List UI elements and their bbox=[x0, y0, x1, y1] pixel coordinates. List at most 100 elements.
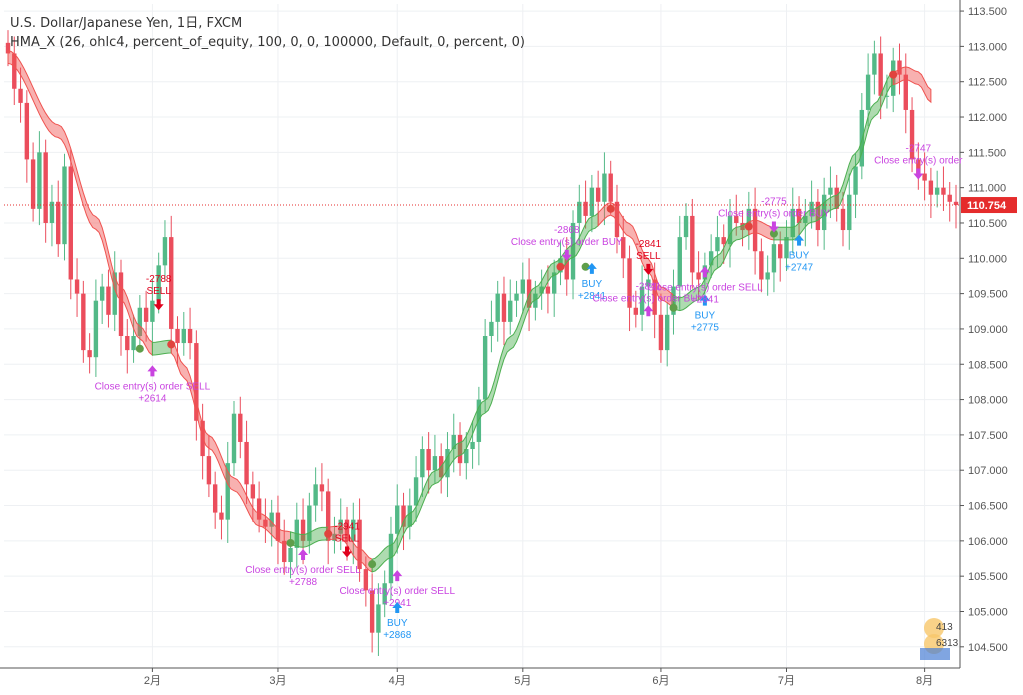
signal-arrow-down bbox=[561, 249, 572, 261]
price-tick-label: 107.000 bbox=[968, 465, 1008, 477]
candle-body bbox=[765, 272, 770, 280]
crossover-dot bbox=[556, 262, 565, 271]
candle-body bbox=[169, 237, 174, 329]
price-tick-label: 112.500 bbox=[968, 77, 1007, 89]
badge-bars bbox=[920, 648, 950, 660]
candle-body bbox=[784, 237, 789, 259]
candle-body bbox=[187, 328, 193, 344]
candle-body bbox=[614, 201, 620, 238]
candle-body bbox=[194, 343, 199, 421]
candle-body bbox=[131, 336, 136, 351]
candle-body bbox=[56, 201, 61, 245]
candle-body bbox=[325, 491, 331, 541]
candle-body bbox=[250, 484, 256, 499]
candle-body bbox=[539, 286, 544, 294]
candle-body bbox=[300, 519, 306, 541]
candle-body bbox=[759, 251, 764, 280]
candle-body bbox=[859, 109, 865, 167]
price-tick-label: 113.500 bbox=[968, 6, 1007, 18]
time-tick-label: 5月 bbox=[514, 675, 531, 687]
candle-body bbox=[156, 265, 161, 301]
time-tick-label: 4月 bbox=[389, 675, 406, 687]
candle-body bbox=[595, 187, 601, 202]
candle-body bbox=[225, 463, 230, 520]
candle-body bbox=[344, 519, 350, 541]
price-tick-label: 108.000 bbox=[968, 395, 1008, 407]
candle-body bbox=[137, 307, 143, 336]
candle-body bbox=[162, 237, 168, 266]
candle-body bbox=[658, 314, 664, 351]
candle-body bbox=[12, 53, 17, 89]
price-tick-label: 107.500 bbox=[968, 430, 1008, 442]
signal-label: -2775 bbox=[761, 197, 787, 208]
candle-body bbox=[884, 95, 890, 97]
candle-body bbox=[5, 42, 11, 54]
candle-body bbox=[853, 166, 858, 195]
candle-body bbox=[840, 208, 846, 231]
signal-label: -2747 bbox=[906, 144, 932, 155]
last-price-label: 110.754 bbox=[967, 200, 1007, 212]
candle-body bbox=[275, 512, 281, 541]
candle-body bbox=[37, 152, 42, 209]
candle-body bbox=[81, 293, 86, 351]
candle-body bbox=[489, 321, 494, 336]
candle-body bbox=[834, 187, 839, 209]
candle-body bbox=[457, 434, 463, 464]
candle-body bbox=[49, 201, 55, 223]
signal-label: +2788 bbox=[289, 577, 318, 588]
candle-body bbox=[282, 540, 287, 563]
signal-arrow-up bbox=[643, 305, 654, 317]
candle-body bbox=[752, 208, 758, 252]
badge-text: 413 bbox=[936, 622, 953, 633]
signal-label: +2868 bbox=[383, 630, 412, 641]
signal-arrow-up bbox=[392, 570, 403, 582]
signal-label: BUY bbox=[387, 618, 408, 629]
candle-body bbox=[526, 279, 532, 308]
candle-body bbox=[928, 180, 934, 195]
signal-label: SELL bbox=[146, 286, 171, 297]
candle-body bbox=[621, 237, 626, 259]
signal-arrow-up bbox=[298, 548, 309, 560]
candle-body bbox=[922, 173, 927, 181]
candle-body bbox=[740, 222, 745, 231]
hma-band-down bbox=[892, 66, 932, 104]
price-tick-label: 111.500 bbox=[968, 147, 1006, 159]
signal-arrow-down bbox=[643, 263, 654, 275]
candle-body bbox=[118, 272, 124, 336]
candle-body bbox=[401, 505, 406, 527]
candle-body bbox=[395, 505, 400, 534]
candle-body bbox=[872, 53, 877, 75]
candle-body bbox=[464, 449, 469, 464]
price-tick-label: 105.500 bbox=[968, 571, 1008, 583]
candle-body bbox=[790, 208, 795, 238]
signal-label: BUY bbox=[695, 311, 716, 322]
candle-body bbox=[112, 272, 117, 315]
candle-body bbox=[238, 413, 243, 442]
signal-label: -2841 bbox=[636, 239, 662, 250]
candle-body bbox=[319, 484, 325, 492]
candle-body bbox=[934, 187, 940, 195]
candle-body bbox=[43, 152, 48, 223]
candle-body bbox=[244, 441, 249, 485]
candle-body bbox=[545, 286, 551, 294]
signal-arrow-down bbox=[342, 546, 353, 558]
time-tick-label: 3月 bbox=[269, 675, 286, 687]
candle-body bbox=[583, 201, 588, 216]
signal-buy: BUY+2775 bbox=[691, 294, 719, 334]
signal-label: -2941 bbox=[334, 521, 360, 532]
signal-label: Close entry(s) order SELL bbox=[95, 381, 211, 392]
candle-body bbox=[388, 533, 394, 584]
candle-body bbox=[93, 300, 99, 358]
signal-arrow-up bbox=[586, 262, 597, 274]
signal-label: Close entry(s) order SELL bbox=[245, 565, 361, 576]
price-tick-label: 106.000 bbox=[968, 536, 1008, 548]
signal-label: +2841 bbox=[691, 294, 720, 305]
signal-close: Close entry(s) order SELL+2614 bbox=[95, 365, 211, 404]
signal-arrow-up bbox=[794, 234, 805, 246]
